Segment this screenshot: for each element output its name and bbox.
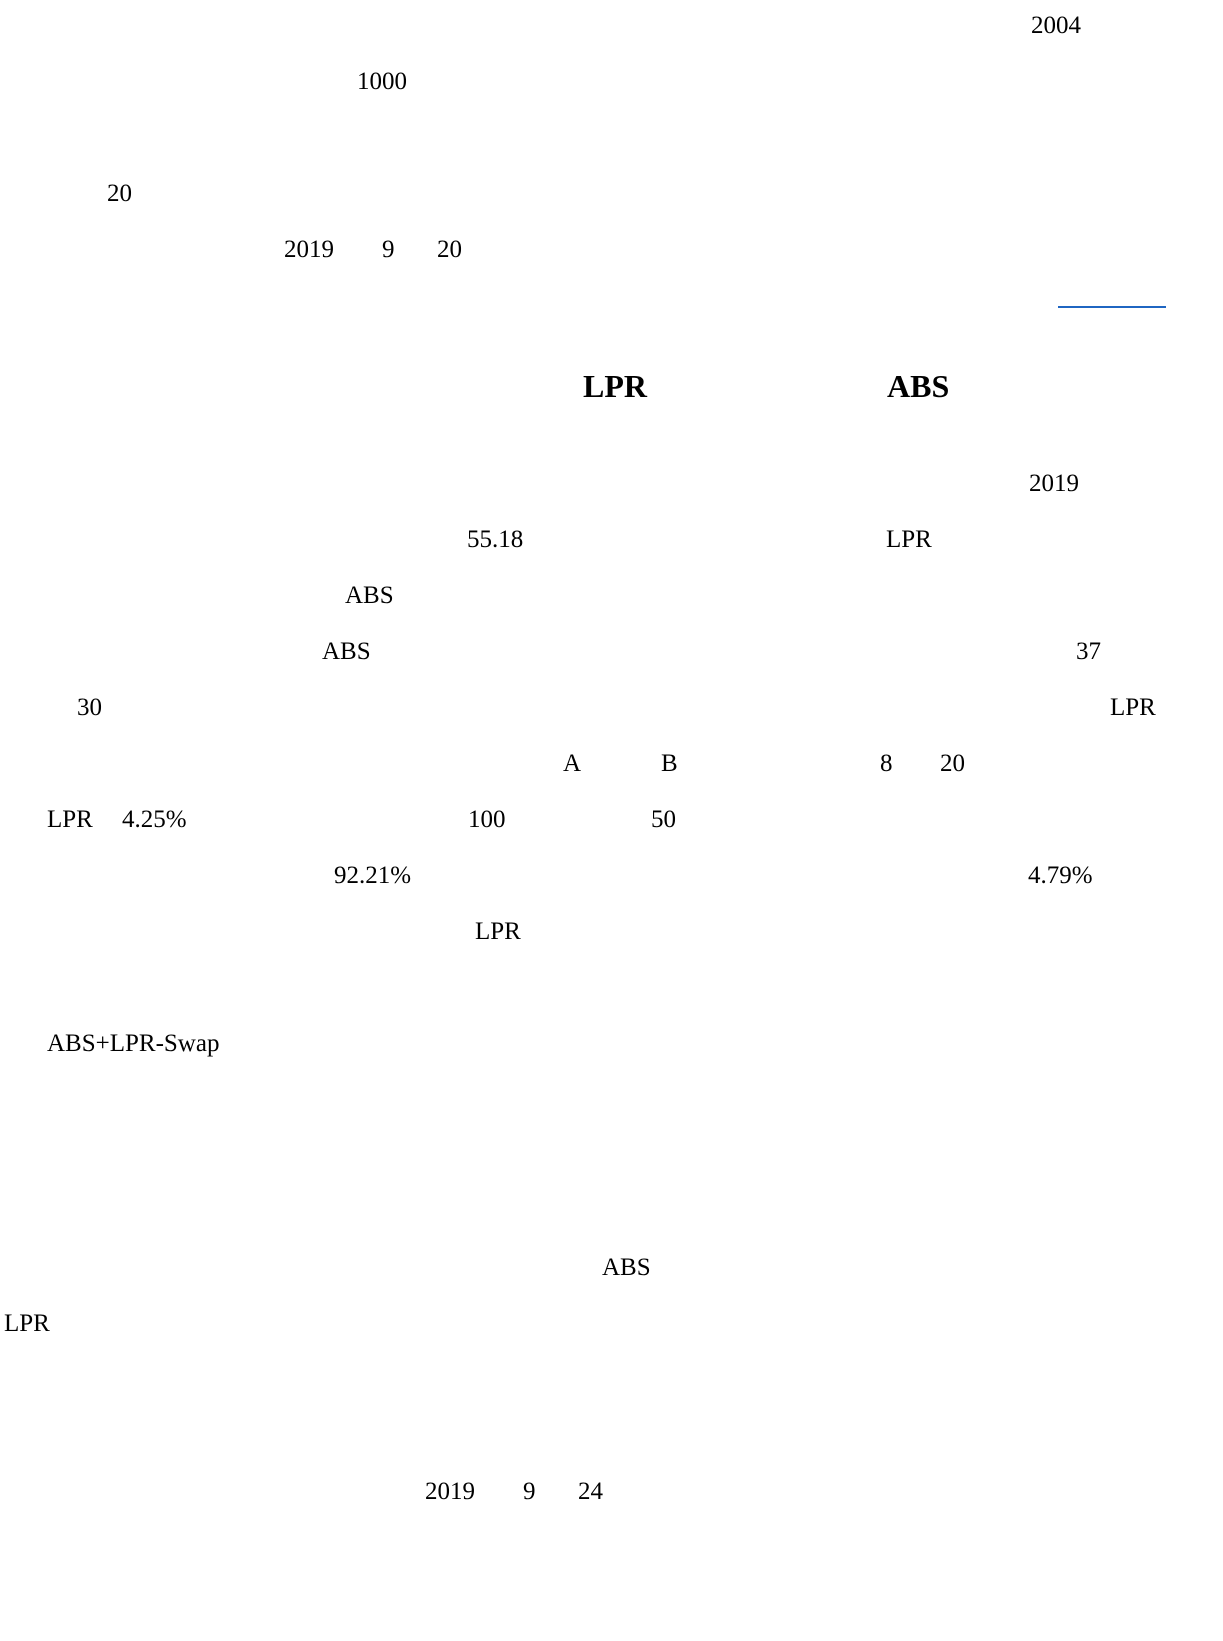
text-fragment-lpr: LPR xyxy=(475,918,521,945)
text-fragment-rate-425: 4.25% xyxy=(122,806,187,833)
text-fragment-b: B xyxy=(661,750,678,777)
text-fragment-abs: ABS xyxy=(602,1254,651,1281)
text-fragment-year-2004: 2004 xyxy=(1031,12,1081,39)
text-fragment-5518: 55.18 xyxy=(467,526,524,553)
text-fragment-lpr: LPR xyxy=(886,526,932,553)
text-fragment-date-day: 20 xyxy=(437,236,462,263)
text-fragment-closing-month: 9 xyxy=(523,1478,536,1505)
text-fragment-rate-479: 4.79% xyxy=(1028,862,1093,889)
text-fragment-20: 20 xyxy=(940,750,965,777)
link-underline[interactable] xyxy=(1058,306,1166,308)
text-fragment-date-month: 9 xyxy=(382,236,395,263)
text-fragment-abs: ABS xyxy=(345,582,394,609)
text-fragment-lpr: LPR xyxy=(47,806,93,833)
text-fragment-50: 50 xyxy=(651,806,676,833)
text-fragment-closing-day: 24 xyxy=(578,1478,603,1505)
text-fragment-lpr: LPR xyxy=(1110,694,1156,721)
text-fragment-a: A xyxy=(563,750,582,777)
text-fragment-closing-year: 2019 xyxy=(425,1478,475,1505)
text-fragment-20: 20 xyxy=(107,180,132,207)
text-fragment-9221: 92.21% xyxy=(334,862,412,889)
text-fragment-abs: ABS xyxy=(322,638,371,665)
heading-lpr: LPR xyxy=(583,368,647,404)
text-fragment-2019: 2019 xyxy=(1029,470,1079,497)
heading-abs: ABS xyxy=(887,368,950,404)
text-fragment-37: 37 xyxy=(1076,638,1101,665)
text-fragment-1000: 1000 xyxy=(357,68,407,95)
text-fragment-8: 8 xyxy=(880,750,893,777)
text-fragment-lpr: LPR xyxy=(4,1310,50,1337)
text-fragment-100: 100 xyxy=(468,806,506,833)
text-fragment-date-year: 2019 xyxy=(284,236,334,263)
text-fragment-30: 30 xyxy=(77,694,102,721)
text-fragment-abs-lpr-swap: ABS+LPR-Swap xyxy=(47,1030,220,1057)
